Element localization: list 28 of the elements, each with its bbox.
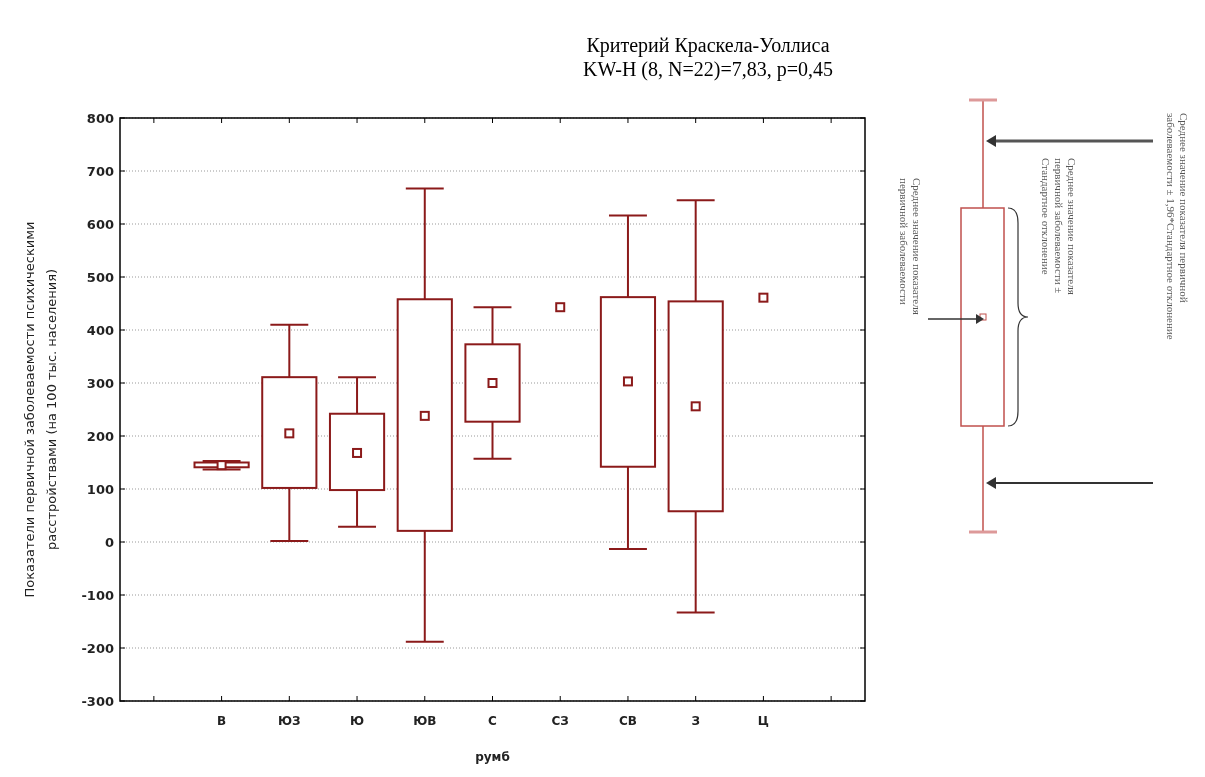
- x-tick-label: СВ: [618, 714, 637, 728]
- text: Среднее значение показателя первичной заболеваемости ± Стандартное отклонение: [1040, 158, 1078, 295]
- x-tick-label: ЮВ: [413, 714, 437, 728]
- y-tick-label: -100: [81, 588, 114, 603]
- y-tick-label: 0: [104, 535, 114, 550]
- chart-subtitle: KW-H (8, N=22)=7,83, p=0,45: [583, 58, 833, 81]
- y-tick-label: 600: [86, 217, 114, 232]
- y-tick-label: 300: [86, 376, 114, 391]
- x-tick-label: ЮЗ: [278, 714, 301, 728]
- chart-title: Критерий Краскела-Уоллиса: [586, 34, 830, 57]
- y-axis-title: Показатели первичной заболеваемости психическими расстройствами (на 100 тыс. населения): [22, 221, 59, 598]
- y-tick-label: 700: [86, 164, 114, 179]
- x-tick-label: З: [691, 714, 700, 728]
- x-axis-title: румб: [475, 750, 510, 764]
- x-tick-label: Ц: [757, 714, 769, 728]
- y-tick-label: 400: [86, 323, 114, 338]
- x-tick-label: СЗ: [551, 714, 569, 728]
- y-tick-label: -300: [81, 694, 114, 709]
- text: Среднее значение показателя первичной заболеваемости ± 1,96*Стандартное отклонение: [1165, 113, 1190, 340]
- y-tick-label: 100: [86, 482, 114, 497]
- y-tick-label: 800: [86, 111, 114, 126]
- text: Среднее значение показателя первичной заболеваемости: [898, 178, 923, 315]
- x-tick-label: Ю: [350, 714, 365, 728]
- y-tick-label: 500: [86, 270, 114, 285]
- y-tick-label: -200: [81, 641, 114, 656]
- y-tick-label: 200: [86, 429, 114, 444]
- x-tick-label: В: [217, 714, 227, 728]
- x-tick-label: С: [488, 714, 498, 728]
